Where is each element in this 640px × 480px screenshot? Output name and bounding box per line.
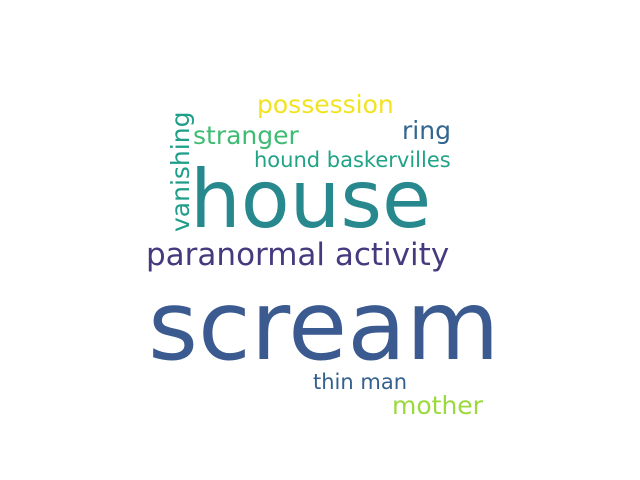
word-possession: possession bbox=[257, 90, 394, 119]
word-vanishing: vanishing bbox=[166, 111, 195, 232]
word-paranormal-activity: paranormal activity bbox=[146, 237, 450, 273]
word-stranger: stranger bbox=[193, 121, 299, 150]
word-house: house bbox=[190, 153, 432, 246]
word-thin-man: thin man bbox=[313, 370, 407, 394]
word-ring: ring bbox=[402, 116, 451, 145]
word-mother: mother bbox=[392, 391, 483, 420]
word-hound-baskervilles: hound baskervilles bbox=[254, 148, 451, 172]
word-scream: scream bbox=[148, 270, 500, 382]
